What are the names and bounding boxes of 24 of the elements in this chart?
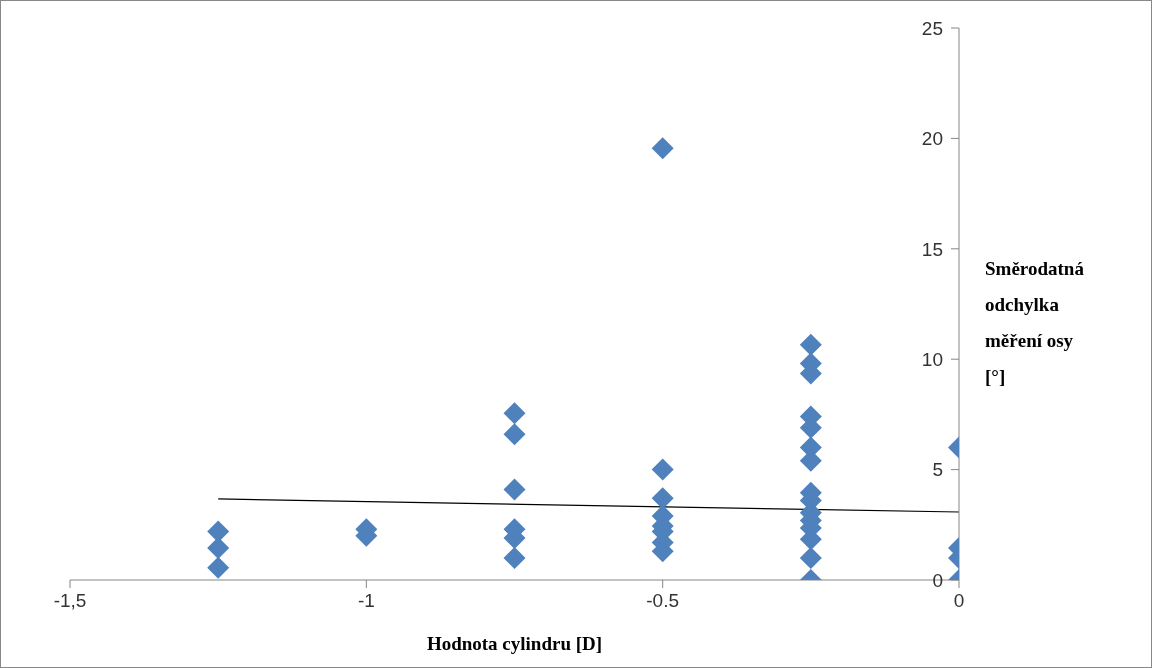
y-tick-label: 25 xyxy=(921,17,943,39)
y-tick-label: 0 xyxy=(932,569,943,591)
point xyxy=(503,546,526,569)
x-tick-label: -0.5 xyxy=(646,590,680,612)
point xyxy=(503,423,526,446)
y-tick-label: 10 xyxy=(921,348,943,370)
point xyxy=(207,520,230,543)
y-tick-label: 5 xyxy=(932,459,943,481)
x-axis-title: Hodnota cylindru [D] xyxy=(425,633,604,655)
point xyxy=(651,137,674,160)
x-tick-label: -1,5 xyxy=(53,590,87,612)
point xyxy=(651,458,674,481)
x-tick-label: -1 xyxy=(357,590,375,612)
y-axis-title: Směrodatná odchylka měření osy [°] xyxy=(985,257,1085,390)
point xyxy=(799,333,822,356)
y-tick-label: 20 xyxy=(921,128,943,150)
point xyxy=(207,536,230,559)
x-tick-label: 0 xyxy=(953,590,965,612)
point xyxy=(651,487,674,510)
y-tick-label: 15 xyxy=(921,238,943,260)
point xyxy=(503,402,526,425)
point xyxy=(207,556,230,579)
point xyxy=(799,546,822,569)
point xyxy=(503,478,526,501)
